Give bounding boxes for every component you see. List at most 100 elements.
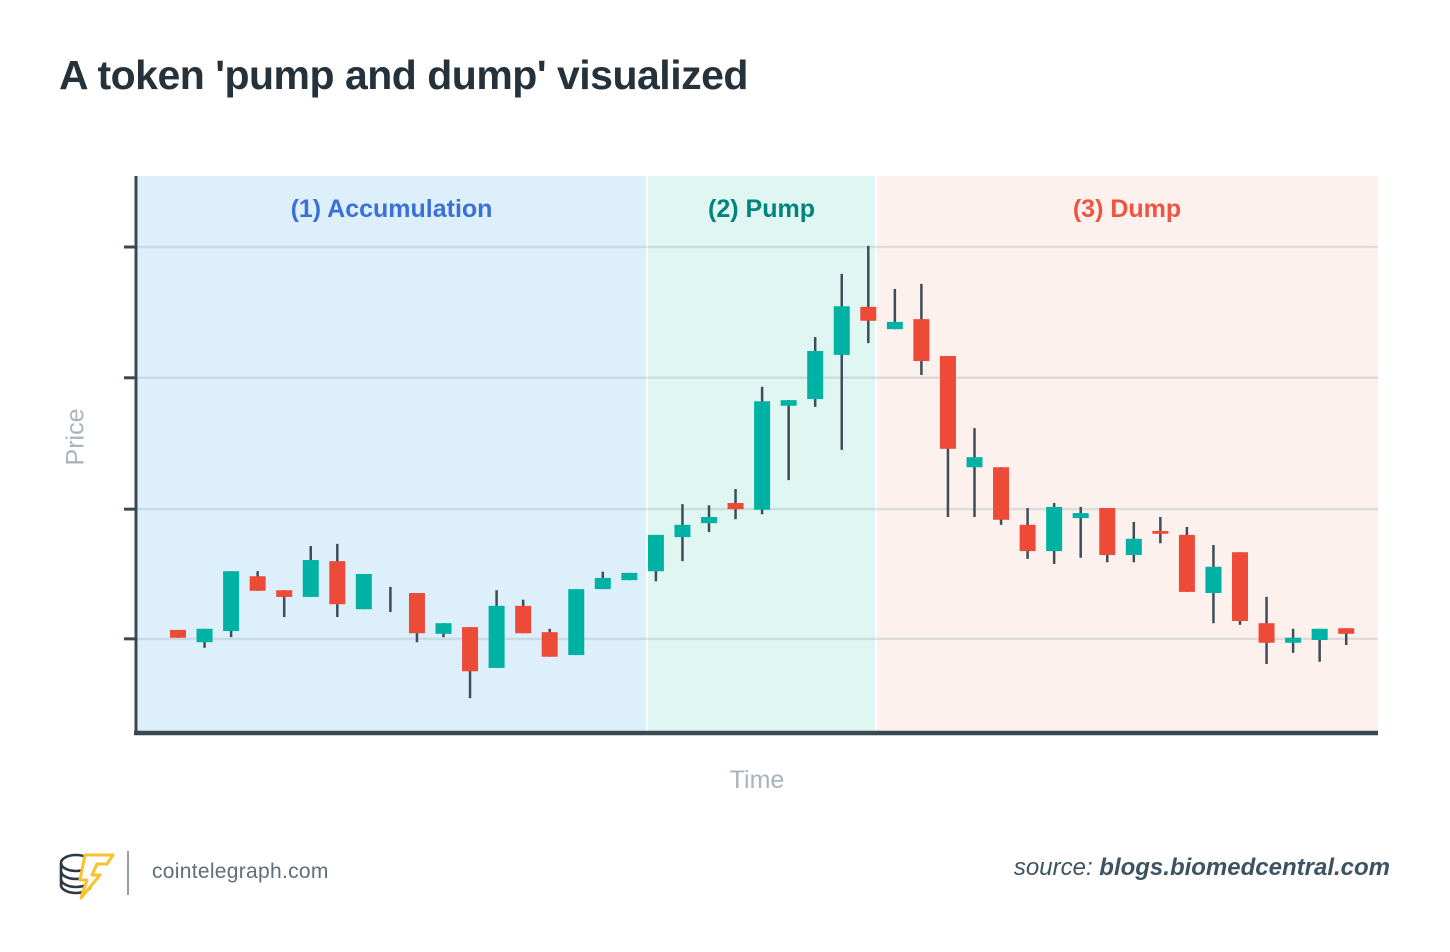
candle [993,467,1010,525]
candle [568,589,585,656]
candle-body [249,576,266,591]
candle [674,504,691,562]
candle [1152,516,1169,544]
candle-body [355,574,372,610]
candle-body [223,571,240,632]
candle-body [1205,566,1222,594]
candle [1338,628,1355,646]
candle [621,572,638,581]
candle [1285,628,1302,653]
candle [727,489,744,520]
candle-body [1125,538,1142,556]
candle [462,627,479,699]
candle [170,629,186,638]
candle-body [1285,637,1302,643]
candle-body [1019,524,1036,552]
candlestick-chart [124,176,1378,736]
candle-body [754,401,771,510]
candle-body [462,627,479,672]
candle [1232,552,1248,625]
candle [355,574,372,610]
candle-body [886,321,903,330]
candle [701,505,717,533]
candle [1099,508,1116,563]
candle [1178,527,1195,592]
candle-body [807,350,824,400]
candle-body [780,400,797,406]
brand-text: cointelegraph.com [152,860,329,883]
phase-label-dump: (3) Dump [1072,195,1182,223]
candle-body [1338,628,1355,634]
candle [302,546,319,597]
candle-body [1178,534,1195,592]
candle [515,599,532,634]
candle-body [1099,508,1116,556]
candle-body [647,534,664,572]
candle [860,245,877,344]
candle-body [993,467,1010,520]
candle-body [1152,530,1169,534]
candle [1125,522,1142,563]
phase-label-pump: (2) Pump [708,195,815,223]
candle-body [170,629,186,638]
candle-body [727,503,744,510]
candle-body [913,319,930,362]
candle [408,593,425,643]
candle-body [966,457,983,468]
candle [886,288,903,330]
candle-body [541,632,558,657]
cointelegraph-logo-icon [59,853,115,900]
page-title: A token 'pump and dump' visualized [59,52,748,98]
candle [1019,508,1036,559]
candle [1046,503,1063,564]
candle-body [833,306,850,355]
candle-body [276,590,293,597]
candle-body [435,623,452,634]
chart-area: (1) Accumulation (2) Pump (3) Dump Price… [61,176,1378,794]
candle [488,590,505,668]
source-prefix: source: [1013,854,1100,881]
candle-body [1072,513,1089,519]
candle [647,534,664,582]
candle-body [568,589,585,656]
candle-body [1046,506,1063,552]
candle-body [701,516,717,524]
candle [329,543,346,618]
candle-body [329,561,346,605]
candle [780,400,797,481]
candle-body [408,593,425,634]
candle [1072,506,1089,558]
candle [196,628,213,648]
footer-divider [127,851,129,895]
candle [807,336,824,407]
candle [913,283,930,376]
candle-body [594,577,611,590]
candle [966,428,983,517]
candle [223,571,240,638]
x-axis-label: Time [729,766,785,794]
phase-zone [136,176,647,733]
candle-body [939,355,956,449]
candle-body [1232,552,1248,621]
source-name: blogs.biomedcentral.com [1099,854,1390,881]
candle-body [674,524,691,538]
candle-body [196,628,213,643]
candle [249,571,266,591]
candle-body [860,306,877,321]
source-credit: source: blogs.biomedcentral.com [1014,854,1390,882]
candle-body [1311,628,1328,640]
phase-label-accumulation: (1) Accumulation [290,195,493,223]
candle [1311,628,1328,662]
candle [276,590,293,618]
candle-body [621,572,638,581]
candle [435,623,452,638]
candle [1258,596,1275,665]
footer: cointelegraph.com source: blogs.biomedce… [0,836,1450,916]
y-axis-label: Price [61,408,90,466]
candle [541,628,558,657]
candle-body [488,605,505,668]
candle [833,273,850,450]
candle [939,355,956,517]
candle [594,571,611,590]
